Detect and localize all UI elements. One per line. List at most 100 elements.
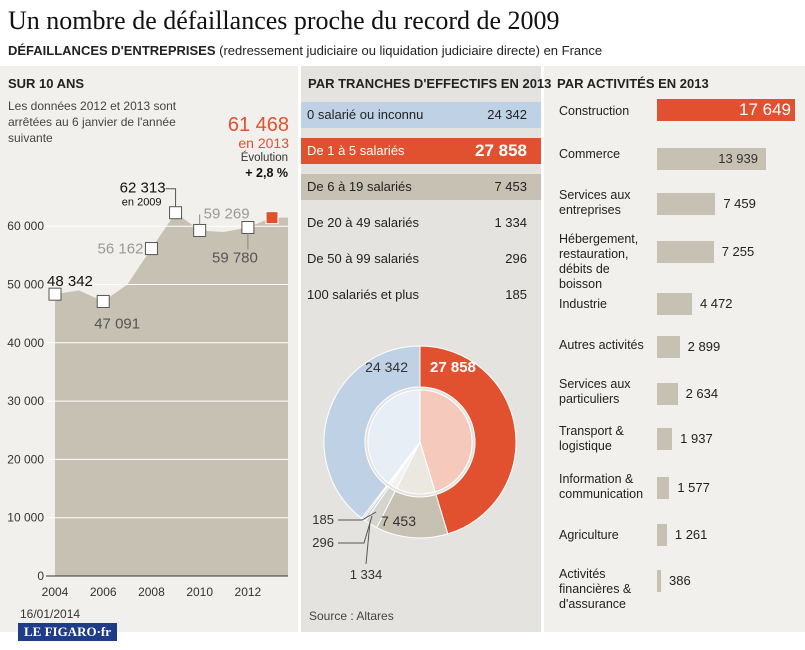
bar-value-label: 4 472 xyxy=(699,296,733,311)
subtitle-bold: DÉFAILLANCES D'ENTREPRISES xyxy=(8,43,216,58)
row-value: 185 xyxy=(505,287,527,302)
activity-bar xyxy=(657,293,692,315)
leader-line xyxy=(338,511,377,521)
table-row: De 1 à 5 salariés 27 858 xyxy=(301,138,541,164)
activity-bar xyxy=(657,524,667,546)
bar-value-label: 13 939 xyxy=(718,151,758,166)
activity-label: Agriculture xyxy=(559,528,619,542)
y-tick-label: 20 000 xyxy=(7,452,44,466)
callout-evolution-value: + 2,8 % xyxy=(245,166,288,180)
point-label: 59 269 xyxy=(204,205,250,222)
row-label: De 20 à 49 salariés xyxy=(307,215,420,230)
bar-value-label: 2 899 xyxy=(687,339,721,354)
data-marker xyxy=(265,211,279,225)
page-subtitle: DÉFAILLANCES D'ENTREPRISES (redressement… xyxy=(8,43,602,58)
slice-label: 27 858 xyxy=(430,359,476,376)
activity-label: Construction xyxy=(559,104,630,118)
slice-label: 1 334 xyxy=(350,567,383,582)
row-label: De 6 à 19 salariés xyxy=(307,179,412,194)
point-label: 62 313 xyxy=(120,180,166,197)
data-marker xyxy=(48,287,62,301)
activity-label: Hébergement, restauration, débits de boi… xyxy=(559,232,639,291)
callout-year: en 2013 xyxy=(238,135,289,151)
table-row: De 50 à 99 salariés 296 xyxy=(301,246,541,272)
activity-bar xyxy=(657,148,766,170)
point-label: 47 091 xyxy=(94,315,140,332)
activity-label: Autres activités xyxy=(559,338,644,352)
row-label: 0 salarié ou inconnu xyxy=(307,107,424,122)
source-note: Source : Altares xyxy=(309,609,394,623)
activity-bar xyxy=(657,477,670,499)
middle-heading: PAR TRANCHES D'EFFECTIFS EN 2013 xyxy=(308,76,552,91)
publish-date: 16/01/2014 xyxy=(20,607,81,621)
point-sublabel: en 2009 xyxy=(122,197,162,209)
point-label: 48 342 xyxy=(47,273,93,290)
point-label: 59 780 xyxy=(212,249,258,266)
bar-value-label: 17 649 xyxy=(739,100,791,119)
data-marker xyxy=(144,242,158,256)
data-marker xyxy=(193,223,207,237)
y-tick-label: 10 000 xyxy=(7,511,44,525)
activity-label: Services aux particuliers xyxy=(559,377,631,406)
donut-slice xyxy=(419,345,517,535)
activity-bar xyxy=(657,428,673,450)
x-tick-label: 2010 xyxy=(186,585,213,599)
row-value: 1 334 xyxy=(494,215,527,230)
left-heading: SUR 10 ANS xyxy=(8,76,85,91)
y-tick-label: 60 000 xyxy=(7,219,44,233)
page-title: Un nombre de défaillances proche du reco… xyxy=(8,6,560,35)
donut-inner-slice xyxy=(419,389,473,493)
table-row: De 6 à 19 salariés 7 453 xyxy=(301,174,541,200)
slice-label: 24 342 xyxy=(365,359,408,375)
activity-label: Services aux entreprises xyxy=(559,188,631,217)
activity-bar xyxy=(657,383,678,405)
x-tick-label: 2012 xyxy=(235,585,262,599)
activity-label: Information & communication xyxy=(559,472,644,501)
x-tick-label: 2008 xyxy=(138,585,165,599)
y-tick-label: 50 000 xyxy=(7,278,44,292)
data-note: Les données 2012 et 2013 sont arrêtées a… xyxy=(8,99,177,145)
donut-slice xyxy=(323,345,421,519)
row-value: 24 342 xyxy=(487,107,527,122)
bar-value-label: 2 634 xyxy=(685,386,719,401)
bar-value-label: 7 459 xyxy=(723,196,756,211)
donut-chart: 27 858 24 342 7 453 185 296 1 334 xyxy=(312,345,517,582)
area-chart: 0 10 000 20 000 30 000 40 000 50 000 60 000 200… xyxy=(7,180,288,599)
row-label: 100 salariés et plus xyxy=(307,287,420,302)
activity-label: Activités financières & d'assurance xyxy=(559,567,632,611)
table-row: De 20 à 49 salariés 1 334 xyxy=(301,210,541,236)
data-marker xyxy=(241,220,255,234)
data-marker xyxy=(169,206,183,220)
row-value: 7 453 xyxy=(494,179,527,194)
area-fill xyxy=(55,212,288,576)
callout-evolution-label: Évolution xyxy=(240,152,288,164)
leader-line xyxy=(165,188,177,207)
point-label: 56 162 xyxy=(98,241,144,258)
y-tick-label: 40 000 xyxy=(7,336,44,350)
figaro-logo[interactable]: LE FIGARO·fr xyxy=(18,623,118,641)
slice-label: 7 453 xyxy=(381,513,416,529)
row-label: De 50 à 99 salariés xyxy=(307,251,420,266)
row-value: 27 858 xyxy=(475,141,527,160)
activity-label: Transport & logistique xyxy=(559,424,624,453)
bar-value-label: 1 937 xyxy=(680,431,713,446)
callout-value: 61 468 xyxy=(227,114,289,136)
activity-bar xyxy=(657,570,661,592)
slice-label: 185 xyxy=(312,512,334,527)
data-marker xyxy=(96,294,110,308)
row-value: 296 xyxy=(505,251,527,266)
slice-label: 296 xyxy=(312,535,334,550)
leader-line xyxy=(365,521,371,565)
activity-bar xyxy=(657,336,680,358)
x-tick-label: 2006 xyxy=(90,585,117,599)
x-tick-label: 2004 xyxy=(42,585,69,599)
table-row: 0 salarié ou inconnu 24 342 xyxy=(301,102,541,128)
bar-value-label: 7 255 xyxy=(721,244,755,259)
activity-bar xyxy=(657,193,716,215)
subtitle-rest: (redressement judiciaire ou liquidation … xyxy=(215,43,603,58)
y-tick-label: 30 000 xyxy=(7,394,44,408)
activity-label: Commerce xyxy=(559,147,621,161)
row-label: De 1 à 5 salariés xyxy=(307,143,405,158)
bar-value-label: 1 261 xyxy=(674,527,708,542)
activity-label: Industrie xyxy=(559,297,607,311)
